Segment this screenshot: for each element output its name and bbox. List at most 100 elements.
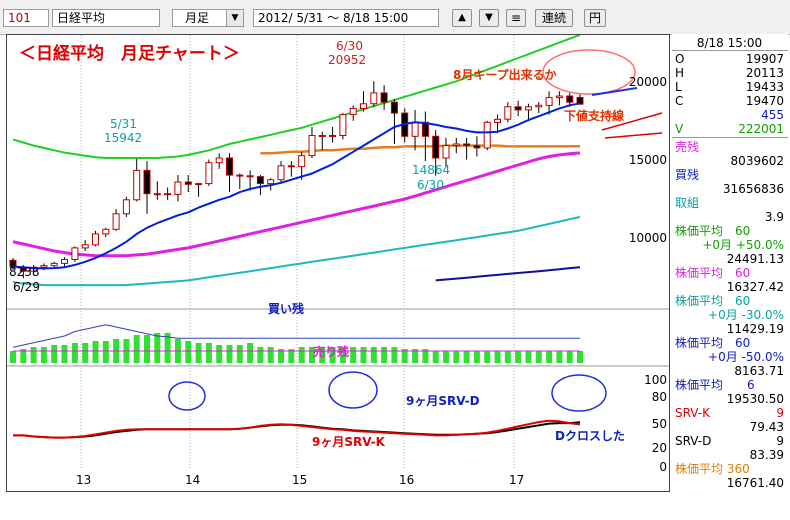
trough-price-label: 14864 xyxy=(412,163,451,177)
support-line-annotation xyxy=(591,87,638,96)
volume-bar xyxy=(453,351,460,363)
volume-bar xyxy=(144,335,150,363)
period-select[interactable]: 月足 ▼ xyxy=(172,9,244,27)
candle-body xyxy=(61,259,68,264)
ma-green-line xyxy=(12,35,581,159)
ma-blue-line xyxy=(12,102,581,270)
volume-bar xyxy=(298,347,305,363)
candle-body xyxy=(287,165,295,168)
ma60m50-label: 株価平均 60 xyxy=(675,336,751,350)
volume-bar xyxy=(309,347,315,363)
volume-bar xyxy=(61,345,68,363)
ma-navy-line xyxy=(435,266,581,282)
close-value: 19470 xyxy=(745,94,784,108)
ma360-label: 株価平均 360 xyxy=(675,462,750,476)
low-date-label: 6/29 xyxy=(13,280,40,294)
candle-body xyxy=(349,107,357,116)
candle-body xyxy=(380,92,388,103)
volume-label: V xyxy=(675,122,684,136)
candle-body xyxy=(40,265,48,268)
volume-bar xyxy=(401,349,408,363)
y-tick-10000: 10000 xyxy=(628,231,667,245)
candle-body xyxy=(318,135,326,137)
ma60p50-value: 24491.13 xyxy=(726,252,784,266)
range-field[interactable]: 2012/ 5/31 ～ 8/18 15:00 xyxy=(253,9,439,27)
candle-body xyxy=(298,155,306,168)
candle-body xyxy=(195,183,203,186)
candle-body xyxy=(122,199,130,215)
candle-body xyxy=(390,101,398,114)
ma360-value: 16761.40 xyxy=(726,476,784,490)
code-field[interactable]: 101 xyxy=(3,9,49,27)
ma60m30-label: 株価平均 60 xyxy=(675,294,751,308)
candle-body xyxy=(153,193,161,196)
volume-bar xyxy=(278,349,284,363)
candle-body xyxy=(308,135,316,157)
ma60m30-sub: +0月 -30.0% xyxy=(708,308,784,322)
support-line-annotation xyxy=(604,132,663,139)
srvk-side-label: SRV-K xyxy=(675,406,711,420)
low-label: L xyxy=(675,80,682,94)
volume-bar xyxy=(535,351,542,363)
ma60p50-label: 株価平均 60 xyxy=(675,224,751,238)
volume-bar xyxy=(216,345,223,363)
volume-bar xyxy=(20,349,27,363)
volume-bar xyxy=(247,343,254,363)
kaizan-line xyxy=(12,324,580,348)
toolbar: 101 日経平均 月足 ▼ 2012/ 5/31 ～ 8/18 15:00 ▲ … xyxy=(0,0,790,35)
up-button[interactable]: ▲ xyxy=(452,9,472,27)
volume-bar xyxy=(133,335,140,363)
peak1-price-label: 15942 xyxy=(104,131,143,145)
candle-body xyxy=(432,135,440,159)
change-value: 455 xyxy=(761,108,784,122)
x-tick-13: 13 xyxy=(76,473,92,487)
x-tick-17: 17 xyxy=(509,473,525,487)
y-tick-20000: 20000 xyxy=(628,75,667,89)
down-button[interactable]: ▼ xyxy=(479,9,499,27)
candle-body xyxy=(452,143,460,146)
volume-bar xyxy=(82,343,89,363)
high-value: 20113 xyxy=(745,66,784,80)
ma6-label: 株価平均 6 xyxy=(675,378,755,392)
torikumi-value: 3.9 xyxy=(764,210,784,224)
volume-value: 222001 xyxy=(738,122,784,136)
yen-button[interactable]: 円 xyxy=(584,9,606,27)
candle-body xyxy=(184,181,192,185)
sidebar-panel: 8/18 15:00 O 19907 H 20113 L 19433 C 19470 4… xyxy=(672,34,788,502)
volume-bar xyxy=(195,343,202,363)
volume-bar xyxy=(391,347,398,363)
volume-bar xyxy=(546,351,553,363)
keep-note: 8月キープ出来るか xyxy=(453,68,557,82)
volume-bar xyxy=(339,347,346,363)
candle-body xyxy=(164,193,172,196)
volume-bar xyxy=(360,347,367,363)
name-field[interactable]: 日経平均 xyxy=(52,9,160,27)
candle-body xyxy=(566,95,574,103)
dcross-label: Dクロスした xyxy=(555,429,625,443)
volume-bar xyxy=(102,341,109,363)
candle-body xyxy=(473,145,481,149)
divider xyxy=(672,137,788,138)
divider xyxy=(672,50,788,51)
volume-bar xyxy=(484,351,491,363)
ma60m30-value: 11429.19 xyxy=(726,322,784,336)
ma6-value: 19530.50 xyxy=(726,392,784,406)
continuous-button[interactable]: 連続 xyxy=(535,9,573,27)
volume-bar xyxy=(185,341,192,363)
ma60m50-value: 8163.71 xyxy=(734,364,784,378)
volume-bar xyxy=(473,351,480,363)
high-label: H xyxy=(675,66,685,80)
urizan-value: 8039602 xyxy=(730,154,784,168)
menu-button[interactable]: ≡ xyxy=(506,9,526,27)
ma-orange-line xyxy=(260,144,580,155)
candle-body xyxy=(50,262,58,267)
annotation-circle xyxy=(551,374,607,412)
annotation-circle xyxy=(328,371,378,409)
candle-body xyxy=(215,157,223,164)
candle-body xyxy=(236,174,244,177)
srv-k-line xyxy=(13,419,581,439)
chevron-down-icon[interactable]: ▼ xyxy=(226,10,243,26)
ma60-label: 株価平均 60 xyxy=(675,266,751,280)
candle-body xyxy=(463,143,471,146)
candle-body xyxy=(555,95,563,99)
